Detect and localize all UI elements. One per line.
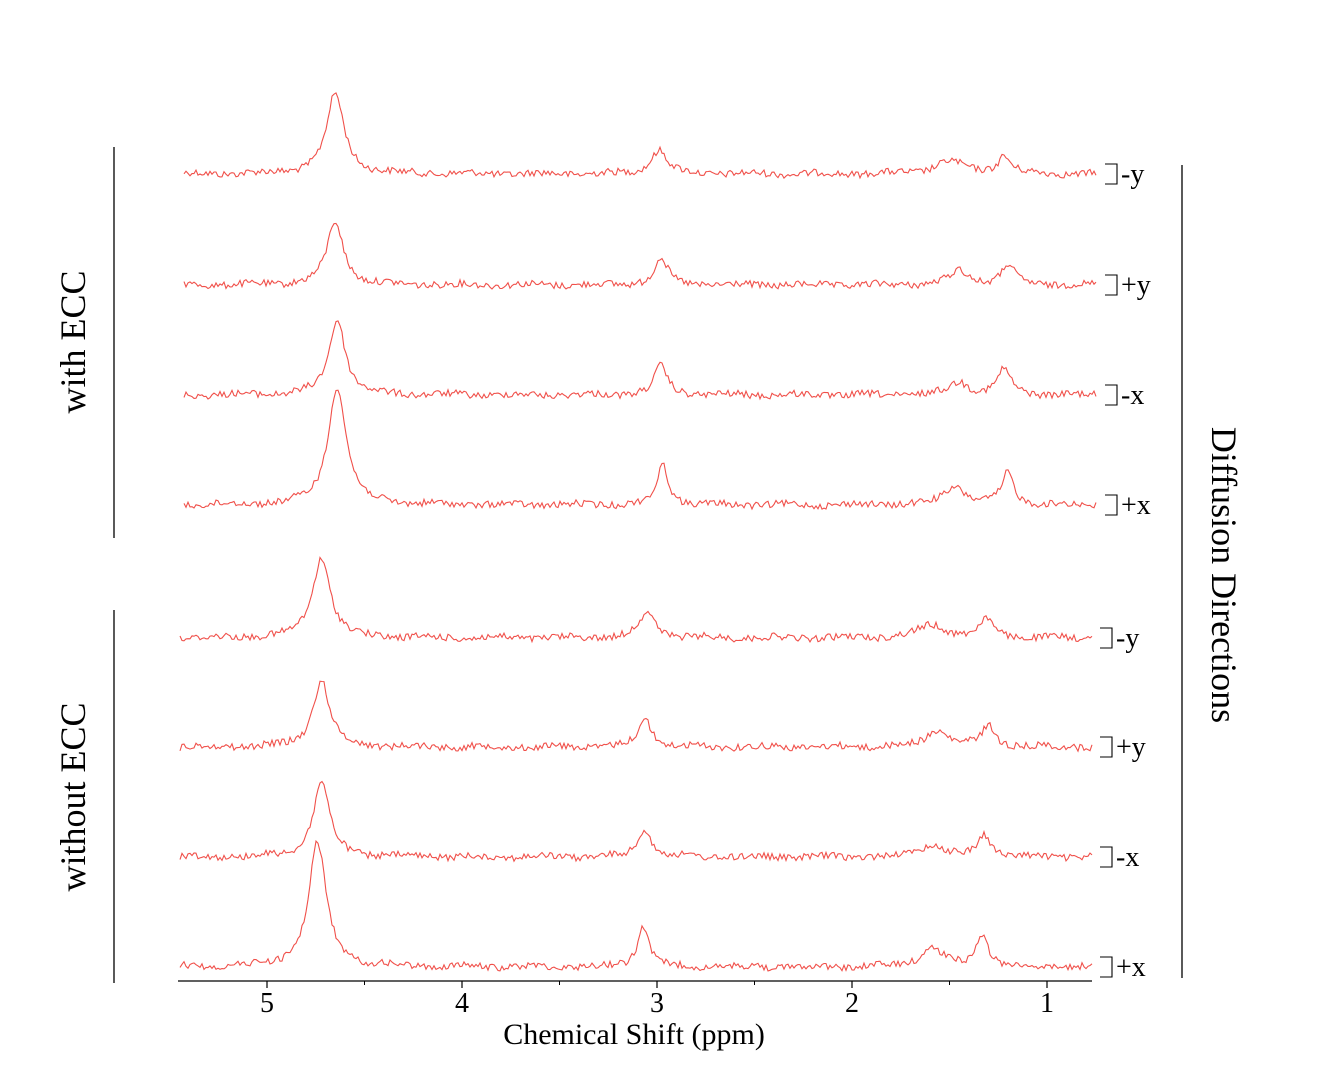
x-axis-ticks: 5 4 3 2 1 [260, 981, 1054, 1019]
spectrum-with-ecc-plusminus-x [183, 389, 1097, 511]
series-label-0: -y [1121, 159, 1144, 190]
series-label-7: +x [1116, 952, 1146, 983]
x-tick-label: 5 [260, 988, 274, 1019]
series-bracket-6 [1100, 846, 1113, 868]
spectrum-with-ecc-minus-y [183, 92, 1097, 180]
x-tick-label: 3 [650, 988, 664, 1019]
series-label-4: -y [1116, 623, 1139, 654]
series-label-1: +y [1121, 270, 1151, 301]
series-labels: -y +y -x +x -y +y -x +x [1100, 159, 1151, 983]
spectrum-without-ecc-plusminus-y [179, 680, 1093, 753]
spectra-layer [179, 92, 1097, 972]
without-ecc-label: without ECC [53, 702, 93, 891]
series-label-6: -x [1116, 842, 1139, 873]
series-label-3: +x [1121, 490, 1151, 521]
series-label-2: -x [1121, 380, 1144, 411]
x-tick-label: 2 [845, 988, 859, 1019]
spectrum-without-ecc-plusminus-x [179, 839, 1093, 972]
series-label-5: +y [1116, 732, 1146, 763]
x-axis-label: Chemical Shift (ppm) [503, 1018, 765, 1051]
spectrum-without-ecc-minus-y [179, 556, 1093, 644]
series-bracket-0 [1105, 163, 1118, 185]
spectrum-without-ecc-minus-x [179, 780, 1093, 863]
series-bracket-2 [1105, 384, 1118, 406]
with-ecc-label: with ECC [53, 270, 93, 413]
series-bracket-1 [1105, 274, 1118, 296]
x-tick-label: 1 [1040, 988, 1054, 1019]
series-bracket-7 [1100, 956, 1113, 978]
x-tick-label: 4 [455, 988, 469, 1019]
series-bracket-3 [1105, 494, 1118, 516]
spectrum-with-ecc-minus-x [183, 320, 1097, 401]
series-bracket-5 [1100, 736, 1113, 758]
series-bracket-4 [1100, 627, 1113, 649]
diffusion-directions-label: Diffusion Directions [1204, 427, 1244, 723]
spectrum-with-ecc-plusminus-y [183, 222, 1097, 290]
